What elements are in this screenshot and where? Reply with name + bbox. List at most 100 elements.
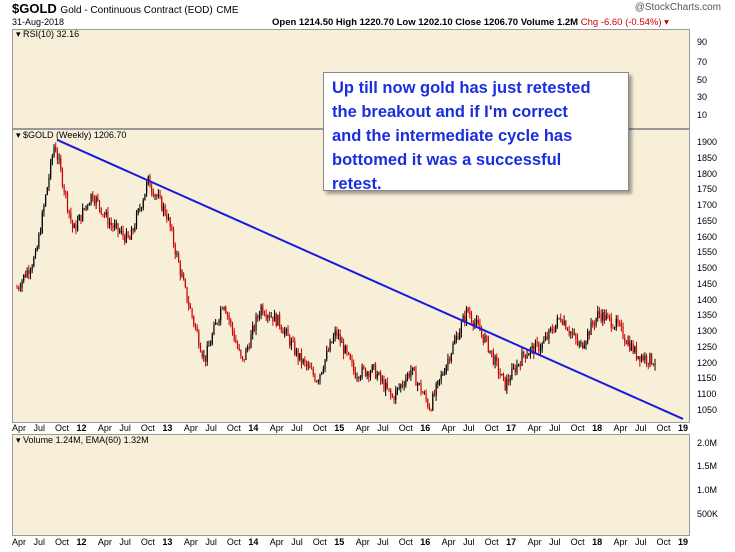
candle	[519, 360, 521, 371]
annotation-line: Up till now gold has just retested	[332, 79, 591, 97]
candle	[90, 193, 92, 206]
x-tick: Apr	[355, 537, 370, 547]
candle	[238, 343, 240, 352]
candle	[16, 284, 18, 289]
candle	[29, 267, 32, 280]
candle	[122, 225, 124, 240]
candle	[440, 370, 442, 385]
chart-icon: ▾	[16, 435, 21, 445]
candle	[629, 335, 631, 353]
x-tick: 18	[592, 423, 603, 433]
x-tick: Oct	[656, 423, 671, 433]
candle	[526, 350, 528, 360]
x-tick: Apr	[441, 423, 456, 433]
candle	[418, 382, 420, 386]
candle	[337, 329, 340, 340]
candle	[112, 222, 114, 232]
candle	[341, 336, 343, 344]
candle	[524, 354, 526, 363]
candle	[324, 358, 326, 373]
candle	[290, 337, 292, 351]
candle	[98, 199, 101, 213]
x-tick: Jul	[119, 423, 131, 433]
x-tick: 14	[248, 537, 259, 547]
candle	[284, 326, 286, 338]
candle	[652, 363, 654, 367]
candle	[339, 329, 341, 347]
price-tick: 1800	[697, 168, 718, 179]
change-value: Chg -6.60 (-0.54%) ▾	[580, 17, 669, 28]
candle	[188, 295, 190, 311]
rsi-tick: 10	[697, 110, 708, 120]
candle	[608, 314, 611, 322]
instrument-name: Gold - Continuous Contract (EOD)	[60, 5, 213, 16]
candle	[304, 356, 306, 367]
candle	[442, 371, 444, 377]
candle	[602, 308, 604, 326]
candle	[613, 326, 616, 331]
candle	[226, 311, 229, 320]
candle	[70, 207, 72, 224]
exchange: CME	[216, 5, 239, 16]
x-tick: Jul	[119, 537, 131, 547]
candle	[280, 324, 282, 333]
candle	[181, 269, 183, 278]
price-series	[16, 142, 656, 412]
candle	[102, 213, 104, 218]
candle	[348, 351, 350, 356]
candle	[92, 191, 94, 202]
candle	[538, 341, 540, 354]
candle	[598, 307, 601, 319]
candle	[600, 309, 602, 324]
candle	[316, 380, 318, 383]
candle	[491, 350, 493, 358]
candle	[401, 380, 404, 389]
candle	[107, 206, 109, 229]
candle	[139, 203, 141, 213]
candle	[555, 324, 557, 333]
candle	[71, 219, 74, 233]
candle	[45, 194, 47, 208]
candle	[539, 343, 542, 355]
rsi-tick: 70	[697, 57, 708, 67]
candle	[359, 375, 362, 381]
candle	[140, 206, 143, 212]
x-tick: 14	[248, 423, 259, 433]
candle	[578, 340, 580, 349]
x-tick: Jul	[377, 423, 389, 433]
candle	[560, 313, 562, 323]
candle	[354, 366, 356, 379]
candle	[528, 352, 530, 356]
price-tick: 1100	[697, 389, 717, 399]
candle	[263, 310, 266, 317]
candle	[228, 312, 230, 326]
candle	[346, 344, 348, 357]
candle	[152, 188, 154, 198]
candle	[573, 328, 575, 336]
candle	[511, 363, 513, 381]
candle	[366, 370, 368, 380]
volume-label-text: Volume 1.24M, EMA(60) 1.32M	[23, 435, 149, 445]
volume-label: ▾ Volume 1.24M, EMA(60) 1.32M	[16, 435, 149, 446]
candle	[255, 312, 257, 336]
candle	[260, 303, 262, 320]
symbol: $GOLD	[12, 1, 57, 16]
candle	[97, 193, 99, 202]
candle	[558, 317, 560, 320]
candle	[410, 365, 412, 381]
candle	[146, 180, 148, 197]
candle	[332, 332, 335, 344]
price-tick: 1450	[697, 278, 718, 289]
candle	[235, 334, 237, 344]
candle	[55, 142, 57, 153]
candle	[110, 217, 112, 231]
candle	[250, 329, 252, 349]
x-tick: Apr	[441, 537, 456, 547]
candle	[489, 350, 491, 355]
ohlc-values: Open 1214.50 High 1220.70 Low 1202.10 Cl…	[272, 17, 579, 28]
candle	[566, 327, 569, 332]
x-tick: Jul	[635, 423, 647, 433]
candle	[432, 391, 434, 412]
candle	[467, 306, 469, 314]
candle	[635, 341, 638, 361]
